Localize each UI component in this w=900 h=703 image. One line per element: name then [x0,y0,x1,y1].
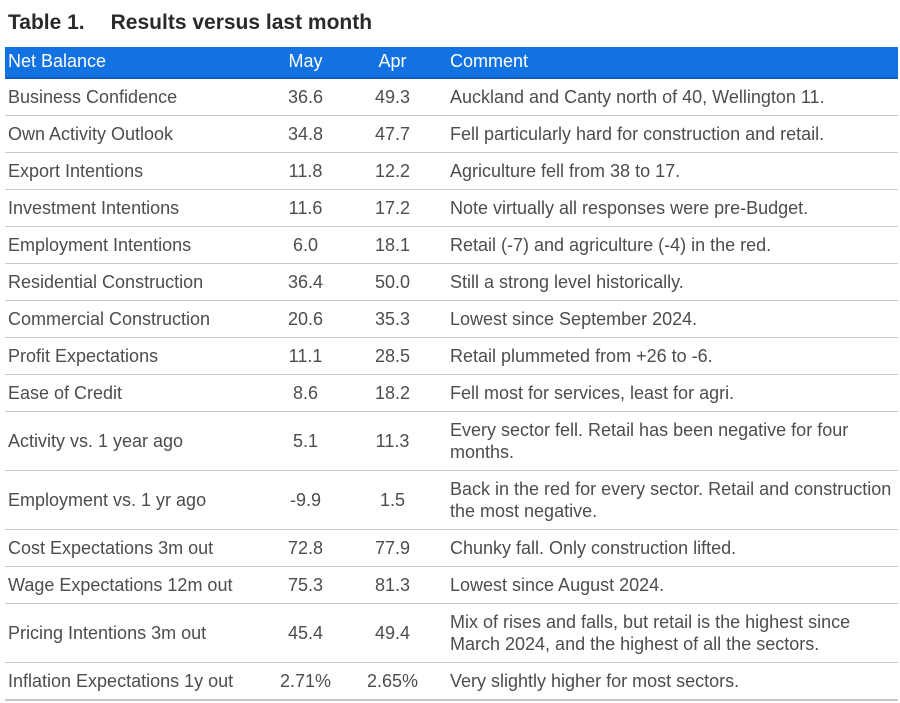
apr-value-cell: 50.0 [348,263,437,301]
table-title-text: Results versus last month [110,11,373,34]
table-row: Own Activity Outlook 34.8 47.7 Fell particu… [5,115,898,153]
table-row: Cost Expectations 3m out 72.8 77.9 Chunky f… [5,529,898,567]
row-label-cell: Investment Intentions [5,189,263,227]
comment-cell: Note virtually all responses were pre-Bu… [437,189,898,227]
table-row: Activity vs. 1 year ago 5.1 11.3 Every sect… [5,411,898,471]
column-header-apr: Apr [348,47,437,79]
results-table: Net Balance May Apr Comment Business Con… [5,47,898,701]
may-value-cell: 72.8 [263,529,348,567]
row-label-cell: Cost Expectations 3m out [5,529,263,567]
table-header-row: Net Balance May Apr Comment [5,47,898,79]
row-label-cell: Employment vs. 1 yr ago [5,470,263,530]
row-label-cell: Profit Expectations [5,337,263,375]
row-label-cell: Commercial Construction [5,300,263,338]
row-label-cell: Wage Expectations 12m out [5,566,263,604]
comment-cell: Lowest since September 2024. [437,300,898,338]
apr-value-cell: 17.2 [348,189,437,227]
table-row: Investment Intentions 11.6 17.2 Note virtua… [5,189,898,227]
table-row: Ease of Credit 8.6 18.2 Fell most for servi… [5,374,898,412]
row-label-cell: Export Intentions [5,152,263,190]
may-value-cell: 34.8 [263,115,348,153]
row-label-cell: Ease of Credit [5,374,263,412]
may-value-cell: 45.4 [263,603,348,663]
comment-cell: Fell most for services, least for agri. [437,374,898,412]
comment-cell: Chunky fall. Only construction lifted. [437,529,898,567]
row-label-cell: Business Confidence [5,78,263,116]
row-label-cell: Inflation Expectations 1y out [5,662,263,700]
may-value-cell: -9.9 [263,470,348,530]
apr-value-cell: 49.4 [348,603,437,663]
row-label-cell: Pricing Intentions 3m out [5,603,263,663]
comment-cell: Every sector fell. Retail has been negat… [437,411,898,471]
comment-cell: Retail plummeted from +26 to -6. [437,337,898,375]
comment-cell: Back in the red for every sector. Retail… [437,470,898,530]
apr-value-cell: 35.3 [348,300,437,338]
apr-value-cell: 81.3 [348,566,437,604]
may-value-cell: 11.1 [263,337,348,375]
comment-cell: Lowest since August 2024. [437,566,898,604]
apr-value-cell: 11.3 [348,411,437,471]
may-value-cell: 11.8 [263,152,348,190]
row-label-cell: Own Activity Outlook [5,115,263,153]
comment-cell: Still a strong level historically. [437,263,898,301]
table-title: Table 1. Results versus last month [8,10,900,35]
apr-value-cell: 49.3 [348,78,437,116]
may-value-cell: 2.71% [263,662,348,700]
table-row: Employment Intentions 6.0 18.1 Retail (-7) … [5,226,898,264]
row-label-cell: Employment Intentions [5,226,263,264]
comment-cell: Agriculture fell from 38 to 17. [437,152,898,190]
apr-value-cell: 77.9 [348,529,437,567]
may-value-cell: 20.6 [263,300,348,338]
apr-value-cell: 12.2 [348,152,437,190]
table-row: Commercial Construction 20.6 35.3 Lowest si… [5,300,898,338]
table-title-prefix: Table 1. [8,11,85,34]
table-row: Profit Expectations 11.1 28.5 Retail plumme… [5,337,898,375]
apr-value-cell: 28.5 [348,337,437,375]
table-row: Residential Construction 36.4 50.0 Still a … [5,263,898,301]
apr-value-cell: 2.65% [348,662,437,700]
table-row: Wage Expectations 12m out 75.3 81.3 Lowest … [5,566,898,604]
may-value-cell: 6.0 [263,226,348,264]
comment-cell: Auckland and Canty north of 40, Wellingt… [437,78,898,116]
comment-cell: Very slightly higher for most sectors. [437,662,898,700]
row-label-cell: Residential Construction [5,263,263,301]
table-body: Business Confidence 36.6 49.3 Auckland and … [5,78,898,700]
comment-cell: Fell particularly hard for construction … [437,115,898,153]
column-header-comment: Comment [437,47,898,79]
apr-value-cell: 18.2 [348,374,437,412]
apr-value-cell: 1.5 [348,470,437,530]
may-value-cell: 36.4 [263,263,348,301]
table-row: Employment vs. 1 yr ago -9.9 1.5 Back in th… [5,470,898,530]
row-label-cell: Activity vs. 1 year ago [5,411,263,471]
table-row: Export Intentions 11.8 12.2 Agriculture fel… [5,152,898,190]
may-value-cell: 8.6 [263,374,348,412]
may-value-cell: 36.6 [263,78,348,116]
comment-cell: Retail (-7) and agriculture (-4) in the … [437,226,898,264]
may-value-cell: 75.3 [263,566,348,604]
may-value-cell: 11.6 [263,189,348,227]
may-value-cell: 5.1 [263,411,348,471]
apr-value-cell: 18.1 [348,226,437,264]
column-header-may: May [263,47,348,79]
table-row: Inflation Expectations 1y out 2.71% 2.65% V… [5,662,898,700]
table-row: Business Confidence 36.6 49.3 Auckland and … [5,78,898,116]
comment-cell: Mix of rises and falls, but retail is th… [437,603,898,663]
table-row: Pricing Intentions 3m out 45.4 49.4 Mix of … [5,603,898,663]
apr-value-cell: 47.7 [348,115,437,153]
column-header-net-balance: Net Balance [5,47,263,79]
